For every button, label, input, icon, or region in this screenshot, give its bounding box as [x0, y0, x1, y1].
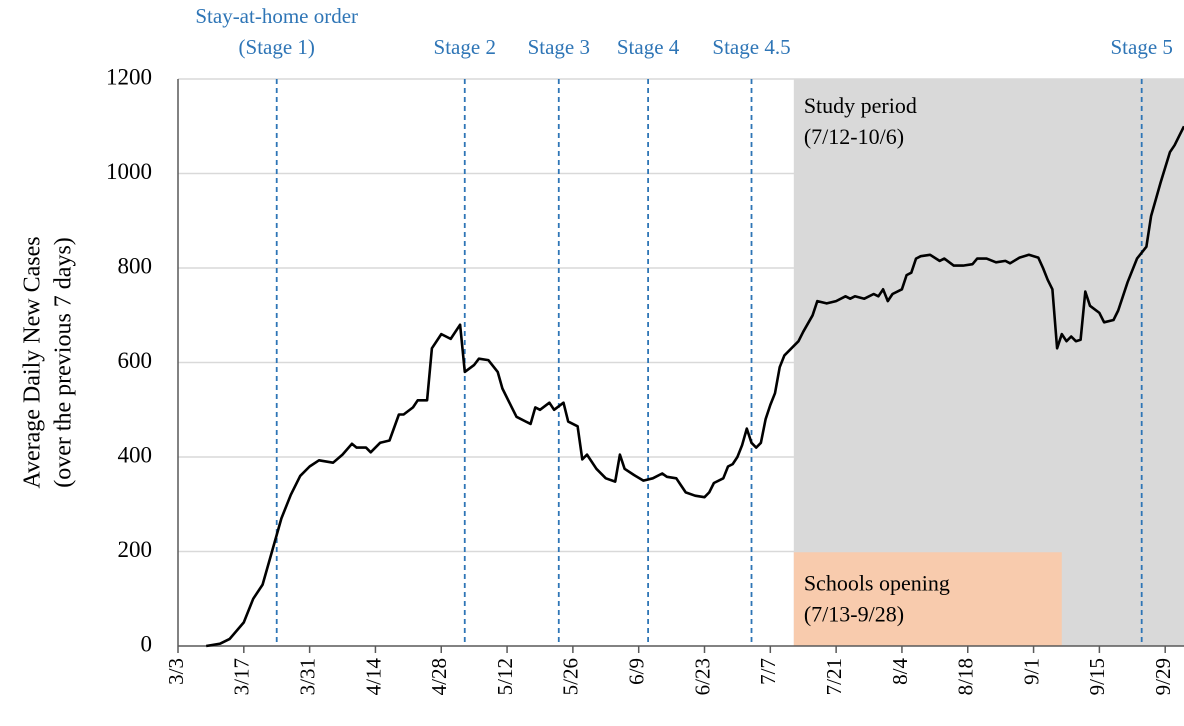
event-label: Stage 3: [528, 35, 590, 59]
region-label: Schools opening: [804, 571, 950, 596]
data-line: [205, 125, 1184, 648]
x-tick-label: 7/7: [756, 658, 780, 685]
grid-layer: [177, 78, 1184, 653]
x-tick-label: 4/14: [361, 658, 385, 696]
x-tick-label: 5/26: [559, 658, 583, 695]
region-label: Study period: [804, 93, 917, 118]
region-label: (7/12-10/6): [804, 124, 904, 149]
mark-layer: [205, 79, 1184, 648]
x-tick-label: 6/9: [625, 658, 649, 685]
x-tick-label: 9/15: [1085, 658, 1109, 695]
y-tick-label: 400: [118, 442, 153, 467]
event-label: Stage 4.5: [712, 35, 790, 59]
y-axis-title: Average Daily New Cases: [20, 236, 46, 488]
event-label: Stay-at-home order: [195, 4, 358, 28]
y-tick-label: 1000: [106, 159, 152, 184]
y-tick-label: 1200: [106, 64, 152, 89]
event-label: Stage 2: [434, 35, 496, 59]
y-tick-label: 0: [141, 631, 153, 656]
x-tick-label: 9/1: [1019, 658, 1043, 685]
y-tick-label: 200: [118, 537, 153, 562]
event-label: Stage 4: [617, 35, 680, 59]
event-label: (Stage 1): [239, 35, 315, 59]
x-tick-label: 3/17: [230, 658, 254, 695]
x-tick-label: 6/23: [690, 658, 714, 695]
y-tick-label: 600: [118, 348, 153, 373]
x-tick-label: 4/28: [427, 658, 451, 695]
shaded-region: [793, 551, 1062, 646]
y-tick-label: 800: [118, 253, 153, 278]
event-label: Stage 5: [1110, 35, 1172, 59]
x-tick-label: 7/21: [822, 658, 846, 695]
label-layer: Study period (7/12-10/6) Schools opening (7…: [20, 4, 1176, 696]
region-label: (7/13-9/28): [804, 602, 904, 627]
x-tick-label: 8/4: [888, 658, 912, 685]
x-tick-label: 3/31: [295, 658, 319, 695]
y-axis-title: (over the previous 7 days): [51, 237, 77, 488]
x-tick-label: 9/29: [1151, 658, 1175, 695]
x-tick-label: 3/3: [164, 658, 188, 685]
x-tick-label: 8/18: [954, 658, 978, 695]
x-tick-label: 5/12: [493, 658, 517, 695]
